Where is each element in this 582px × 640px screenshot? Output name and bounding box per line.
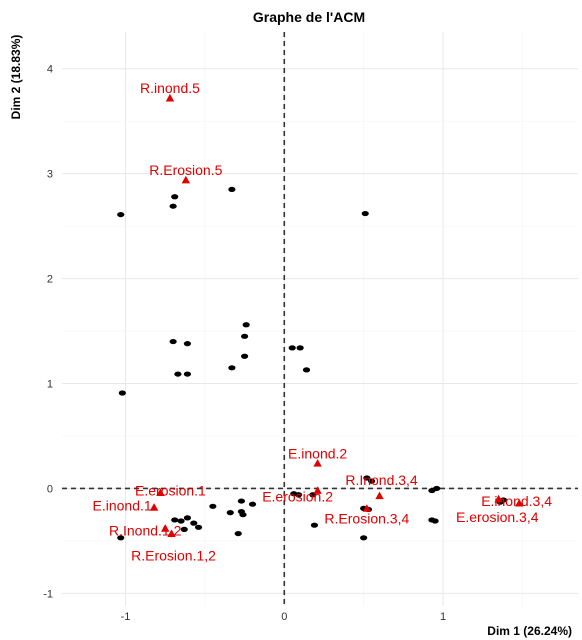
variable-marker	[181, 175, 191, 184]
variable-marker	[165, 93, 175, 102]
individual-point	[190, 520, 198, 526]
x-tick-label: 1	[440, 611, 446, 623]
individual-point	[174, 371, 182, 377]
individual-point	[169, 203, 177, 209]
variable-marker	[494, 494, 503, 503]
variable-marker	[375, 491, 384, 500]
individual-point	[194, 524, 203, 530]
individual-point	[368, 478, 376, 484]
individual-point	[180, 526, 188, 532]
x-tick-label: -1	[121, 611, 131, 623]
individual-point	[302, 367, 311, 373]
individual-point	[169, 338, 177, 345]
variable-label: E.erosion.3,4	[456, 509, 539, 525]
y-tick-label: 2	[47, 274, 53, 286]
variable-label: E.erosion.1	[135, 483, 206, 499]
individual-point	[296, 345, 304, 351]
variable-marker	[167, 529, 176, 537]
individual-point	[117, 211, 125, 218]
individual-point	[239, 512, 247, 518]
variable-marker	[515, 498, 524, 507]
variable-label: R.Erosion.3,4	[324, 510, 409, 526]
variable-label: E.erosion.2	[262, 489, 333, 505]
variable-labels: R.inond.5 R.Erosion.5 E.inond.2 R.Inond.3,4…	[93, 80, 553, 563]
individual-point	[431, 518, 439, 524]
variable-label: E.inond.2	[288, 445, 347, 461]
individual-point	[183, 341, 192, 347]
individual-point	[294, 492, 303, 498]
individual-point	[228, 186, 236, 193]
variable-marker	[362, 504, 372, 512]
individual-point	[288, 345, 296, 351]
individual-point	[240, 333, 249, 339]
individual-point	[240, 353, 249, 359]
y-axis-label: Dim 2 (18.83%)	[9, 35, 23, 120]
plot-panel	[62, 32, 578, 606]
x-axis-label: Dim 1 (26.24%)	[487, 624, 572, 638]
y-tick-labels: -1 0 1 2 3 4	[43, 64, 53, 601]
individual-point	[248, 501, 257, 507]
individual-point	[171, 194, 179, 200]
variable-label: E.inond.1	[93, 497, 152, 513]
x-tick-labels: -1 0 1	[121, 611, 446, 623]
y-tick-label: -1	[43, 588, 53, 600]
individual-point	[361, 210, 369, 217]
individual-point	[428, 487, 436, 494]
variable-label: R.Erosion.5	[149, 162, 222, 178]
variable-label: R.Erosion.1,2	[131, 548, 216, 564]
reference-lines	[62, 32, 578, 606]
variable-marker	[156, 488, 165, 497]
variable-label: R.Inond.1,2	[109, 522, 182, 538]
individual-point	[234, 530, 242, 537]
individual-point	[363, 475, 371, 481]
variable-label: R.Inond.3,4	[345, 472, 418, 488]
individual-point	[242, 322, 250, 328]
individual-point	[228, 365, 236, 371]
variable-markers	[149, 93, 524, 537]
chart-title: Graphe de l'ACM	[253, 9, 365, 25]
individual-point	[209, 503, 217, 509]
variable-label: R.inond.5	[140, 80, 200, 96]
y-tick-label: 4	[47, 64, 53, 76]
individual-point	[183, 371, 192, 377]
variable-marker	[161, 524, 170, 532]
individual-point	[310, 522, 319, 528]
individual-point	[117, 535, 125, 541]
individual-point	[360, 535, 368, 541]
individual-point	[177, 518, 185, 524]
variable-label: E.inond.3,4	[481, 493, 552, 509]
y-tick-label: 0	[47, 483, 53, 495]
individual-point	[226, 510, 234, 516]
y-tick-label: 3	[47, 169, 53, 181]
plot-area: R.inond.5 R.Erosion.5 E.inond.2 R.Inond.3,4…	[62, 32, 578, 606]
variable-marker	[313, 459, 322, 467]
x-tick-label: 0	[281, 611, 287, 623]
individual-point	[183, 515, 192, 521]
individual-point	[237, 498, 246, 504]
variable-marker	[313, 486, 322, 494]
variable-marker	[149, 503, 159, 511]
individual-point	[118, 390, 126, 396]
y-tick-label: 1	[47, 379, 53, 391]
individual-point	[171, 517, 179, 523]
